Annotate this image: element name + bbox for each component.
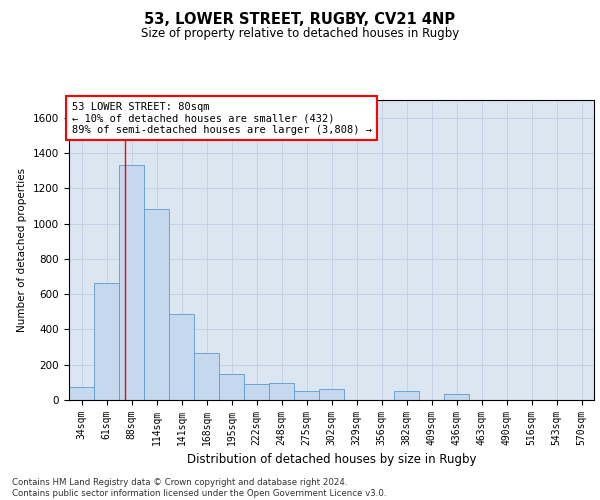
Bar [444,394,469,400]
Bar [94,282,119,400]
Bar [194,353,219,400]
Bar [244,384,269,400]
Bar [219,374,244,400]
Bar [319,390,344,400]
Bar [294,391,319,400]
Bar [144,210,169,400]
Y-axis label: Number of detached properties: Number of detached properties [17,168,28,332]
Text: Size of property relative to detached houses in Rugby: Size of property relative to detached ho… [141,28,459,40]
Bar [269,383,294,400]
Text: 53, LOWER STREET, RUGBY, CV21 4NP: 53, LOWER STREET, RUGBY, CV21 4NP [145,12,455,28]
Bar [69,387,94,400]
Bar [119,166,144,400]
X-axis label: Distribution of detached houses by size in Rugby: Distribution of detached houses by size … [187,454,476,466]
Text: Contains HM Land Registry data © Crown copyright and database right 2024.
Contai: Contains HM Land Registry data © Crown c… [12,478,386,498]
Bar [394,391,419,400]
Bar [169,314,194,400]
Text: 53 LOWER STREET: 80sqm
← 10% of detached houses are smaller (432)
89% of semi-de: 53 LOWER STREET: 80sqm ← 10% of detached… [71,102,371,134]
